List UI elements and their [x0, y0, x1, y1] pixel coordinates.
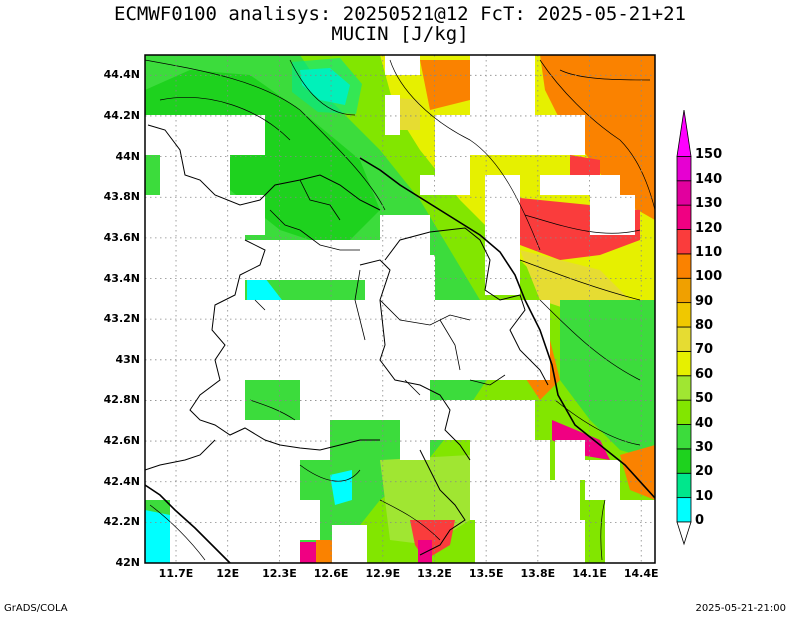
x-tick-label: 12.3E: [262, 567, 297, 580]
colorbar-label: 70: [695, 342, 714, 358]
colorbar-label: 130: [695, 196, 723, 212]
plot-frame: [144, 54, 656, 564]
y-tick-label: 43N: [115, 352, 140, 366]
map-borders: [144, 124, 656, 564]
region-border-west: [147, 124, 381, 211]
colorbar-swatch: [676, 302, 692, 328]
y-tick-label: 42.8N: [103, 393, 140, 407]
colorbar-swatch: [676, 326, 692, 352]
x-tick-label: 14.1E: [572, 567, 607, 580]
colorbar-label: 0: [695, 513, 705, 528]
colorbar-label: 140: [695, 171, 723, 187]
x-tick-label: 11.7E: [158, 567, 194, 580]
field-south-orange: [316, 540, 332, 563]
x-tick-label: 13.5E: [468, 567, 504, 580]
colorbar-label: 20: [695, 464, 714, 480]
region-border-umbria: [359, 259, 471, 461]
colorbar-label: 90: [695, 293, 714, 309]
chart-subtitle: MUCIN [J/kg]: [331, 23, 469, 45]
y-tick-label: 43.8N: [103, 190, 140, 204]
coastline: [359, 157, 656, 499]
colorbar-label: 50: [695, 391, 714, 407]
y-tick-label: 44.2N: [103, 108, 140, 122]
field-layer: [145, 55, 655, 563]
y-tick-label: 42.6N: [103, 434, 140, 448]
region-border-abruzzo: [419, 449, 466, 556]
x-tick-label: 12.9E: [365, 567, 401, 580]
colorbar-swatch: [676, 350, 692, 377]
x-tick-label: 13.2E: [417, 567, 452, 580]
y-tick-label: 43.2N: [103, 312, 140, 326]
colorbar-label: 10: [695, 488, 714, 504]
colorbar-swatch: [676, 155, 692, 182]
colorbar-label: 110: [695, 244, 723, 260]
footer-left: GrADS/COLA: [4, 603, 68, 614]
x-tick-label: 13.8E: [520, 567, 556, 580]
region-border-tuscany-umbria: [189, 239, 380, 451]
region-border-marche: [384, 227, 549, 386]
colorbar-swatch: [676, 399, 692, 425]
contour-lines: [145, 59, 655, 561]
colorbar-label: 120: [695, 220, 723, 236]
colorbar-label: 30: [695, 439, 714, 455]
colorbar-swatch: [676, 109, 692, 157]
y-tick-label: 43.6N: [103, 230, 140, 244]
y-tick-label: 42.4N: [103, 474, 140, 488]
colorbar-swatch: [676, 497, 692, 523]
y-tick-label: 42N: [115, 556, 140, 569]
colorbar-label: 100: [695, 269, 723, 285]
province-lines: [254, 179, 506, 396]
colorbar: [676, 109, 692, 546]
colorbar-low-arrow: [676, 521, 692, 546]
colorbar-swatch: [676, 229, 692, 255]
chart-title: ECMWF0100 analisys: 20250521@12 FcT: 202…: [114, 3, 686, 25]
x-tick-label: 12E: [216, 567, 240, 580]
missing-data-mask: [145, 55, 655, 563]
colorbar-label: 80: [695, 318, 714, 333]
colorbar-swatch: [676, 448, 692, 474]
y-tick-label: 43.4N: [103, 271, 140, 285]
field-cyan-south: [330, 470, 352, 505]
coastline-south: [144, 484, 231, 564]
colorbar-label: 40: [695, 415, 714, 431]
footer-right: 2025-05-21-21:00: [695, 603, 786, 614]
colorbar-swatch: [676, 180, 692, 206]
colorbar-swatch: [676, 375, 692, 401]
field-red-patch-2: [570, 155, 600, 175]
colorbar-swatch: [676, 472, 692, 499]
field-teal-ring-north: [292, 58, 362, 114]
y-tick-label: 44N: [115, 149, 140, 163]
colorbar-label: 60: [695, 366, 714, 382]
field-east-green-lower: [560, 300, 655, 460]
field-east-light-orange: [420, 60, 470, 110]
y-tick-label: 42.2N: [103, 515, 140, 529]
colorbar-swatch: [676, 253, 692, 279]
x-tick-label: 14.4E: [623, 567, 659, 580]
field-south-magenta: [418, 540, 432, 563]
x-tick-label: 12.6E: [313, 567, 349, 580]
colorbar-swatch: [676, 204, 692, 230]
colorbar-label: 150: [695, 147, 723, 163]
field-yellow-islet: [398, 98, 420, 130]
colorbar-swatch: [676, 424, 692, 450]
colorbar-swatch: [676, 277, 692, 304]
field-southeast-orange: [620, 445, 655, 500]
y-tick-label: 44.4N: [103, 68, 140, 82]
region-border-lazio: [144, 439, 216, 471]
field-south-magenta-2: [298, 542, 316, 563]
